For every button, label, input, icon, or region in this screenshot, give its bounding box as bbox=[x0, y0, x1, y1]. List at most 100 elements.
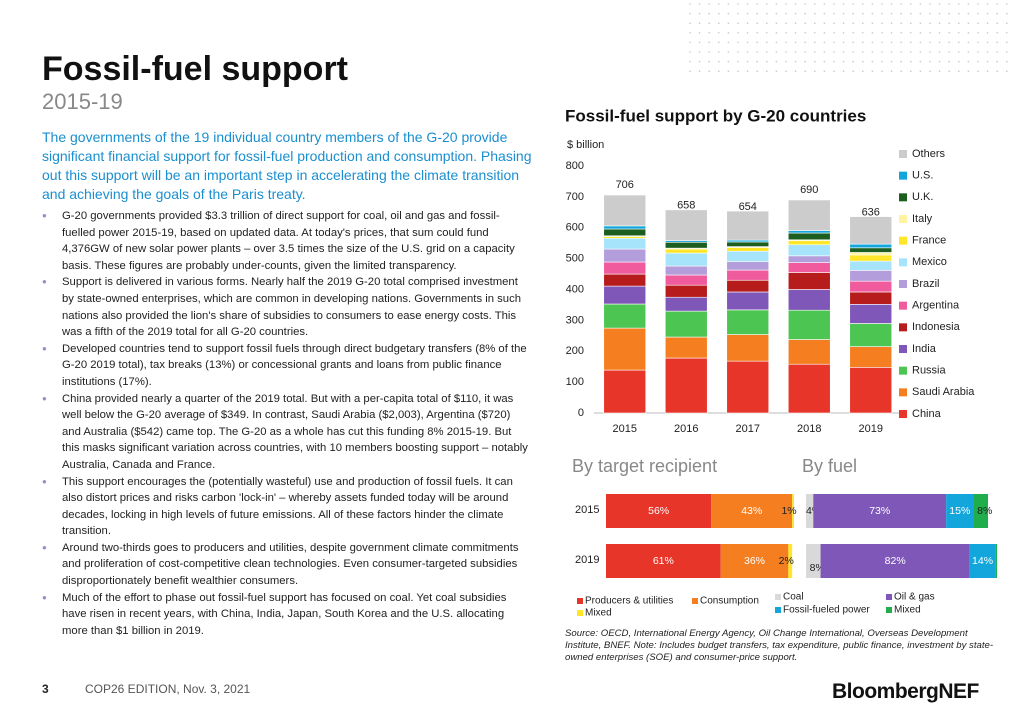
decor-dot bbox=[718, 32, 720, 34]
bar-segment bbox=[726, 210, 770, 241]
decor-dot bbox=[785, 51, 787, 53]
decor-dot bbox=[986, 41, 989, 44]
decor-dot bbox=[823, 22, 826, 25]
decor-dot bbox=[967, 32, 970, 34]
source: Source: OECD, International Energy Agenc… bbox=[565, 628, 994, 663]
decor-dot bbox=[689, 41, 691, 44]
legend-label: Coal bbox=[783, 592, 804, 603]
x-tick-label: 2018 bbox=[797, 423, 821, 435]
legend-swatch bbox=[899, 215, 907, 223]
decor-dot bbox=[756, 3, 758, 5]
legend-swatch bbox=[899, 193, 907, 202]
decor-dot bbox=[746, 41, 749, 44]
decor-dot bbox=[823, 51, 826, 53]
decor-dot bbox=[919, 41, 922, 44]
decor-dot bbox=[737, 22, 739, 25]
decor-dot bbox=[977, 60, 979, 63]
decor-dot bbox=[938, 70, 941, 72]
bar-segment bbox=[603, 225, 647, 230]
decor-dot bbox=[823, 12, 826, 15]
bar-segment bbox=[664, 296, 708, 312]
decor-dot bbox=[862, 60, 864, 63]
decor-dot bbox=[775, 22, 778, 25]
decor-dot bbox=[986, 3, 989, 5]
decor-dot bbox=[910, 12, 912, 15]
decor-dot bbox=[746, 51, 749, 53]
decor-dot bbox=[958, 32, 960, 34]
decor-dot bbox=[737, 41, 739, 44]
decor-dot bbox=[862, 51, 864, 53]
bar-segment bbox=[849, 216, 893, 245]
decor-dot bbox=[929, 41, 931, 44]
bar-segment bbox=[849, 247, 893, 253]
bar-segment bbox=[603, 194, 647, 227]
title: Fossil-fuel support bbox=[42, 50, 348, 88]
decor-dot bbox=[766, 60, 768, 63]
edition: COP26 EDITION, Nov. 3, 2021 bbox=[85, 682, 251, 696]
decor-dot bbox=[881, 70, 883, 72]
decor-dot bbox=[823, 32, 826, 34]
decor-dot bbox=[718, 41, 720, 44]
bar-segment bbox=[787, 230, 831, 234]
bar-segment bbox=[664, 248, 708, 254]
decor-dot bbox=[708, 51, 710, 53]
decor-dot bbox=[900, 51, 902, 53]
decor-dot bbox=[746, 12, 749, 15]
bar-segment bbox=[603, 273, 647, 287]
total-label: 658 bbox=[677, 200, 695, 212]
decor-dot bbox=[948, 60, 950, 63]
legend-swatch bbox=[899, 171, 907, 180]
decor-dot bbox=[775, 51, 778, 53]
decor-dot bbox=[689, 12, 691, 15]
bar-segment bbox=[606, 544, 721, 578]
bullet: Developed countries tend to support foss… bbox=[42, 341, 530, 391]
decor-dot bbox=[823, 3, 826, 5]
decor-dot bbox=[785, 32, 787, 34]
decor-dot bbox=[929, 32, 931, 34]
decor-dot bbox=[871, 22, 874, 25]
legend-label: Mixed bbox=[894, 605, 921, 616]
decor-dot bbox=[689, 60, 691, 63]
decor-dot bbox=[919, 3, 922, 5]
bar-segment bbox=[726, 241, 770, 247]
legend-label: Italy bbox=[912, 213, 933, 225]
legend-swatch bbox=[899, 236, 907, 245]
value-label: 15% bbox=[949, 505, 970, 517]
decor-dot bbox=[746, 32, 749, 34]
bar-segment bbox=[820, 544, 970, 578]
value-label: 2% bbox=[779, 555, 794, 567]
decor-dot bbox=[689, 70, 691, 72]
decor-dot bbox=[881, 22, 883, 25]
decor-dot bbox=[919, 70, 922, 72]
y-tick-label: 400 bbox=[566, 283, 584, 295]
bar-segment bbox=[806, 544, 821, 578]
decor-dot bbox=[842, 32, 845, 34]
decor-dot bbox=[689, 32, 691, 34]
bar-segment bbox=[813, 494, 947, 528]
bar-segment bbox=[787, 255, 831, 263]
bar-segment bbox=[606, 494, 712, 528]
bar-segment bbox=[726, 291, 770, 311]
legend-label: Others bbox=[912, 148, 946, 160]
decor-dot bbox=[996, 60, 998, 63]
value-label: 73% bbox=[869, 505, 890, 517]
bar-segment bbox=[664, 274, 708, 286]
decor-dot bbox=[842, 70, 845, 72]
decor-dot bbox=[900, 3, 902, 5]
intro: The governments of the 19 individual cou… bbox=[42, 129, 532, 202]
y-tick-label: 300 bbox=[566, 314, 584, 326]
decor-dot bbox=[929, 12, 931, 15]
legend-label: Producers & utilities bbox=[585, 596, 673, 607]
decor-dot bbox=[948, 22, 950, 25]
bar-segment bbox=[726, 247, 770, 252]
bar-segment bbox=[787, 289, 831, 311]
bar-segment bbox=[603, 369, 647, 414]
decor-dot bbox=[900, 70, 902, 72]
decor-dot bbox=[746, 70, 749, 72]
legend-label: U.K. bbox=[912, 191, 933, 203]
bar-segment bbox=[664, 310, 708, 338]
decor-dot bbox=[871, 3, 874, 5]
decor-dot bbox=[746, 3, 749, 5]
decor-dot bbox=[756, 51, 758, 53]
decor-dot bbox=[718, 60, 720, 63]
